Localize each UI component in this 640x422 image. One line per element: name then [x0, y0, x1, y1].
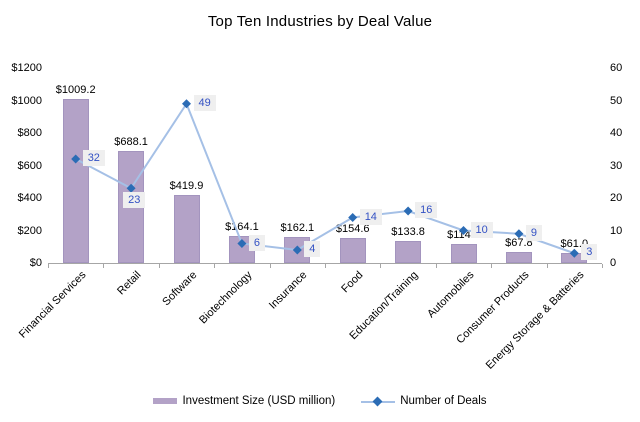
x-axis-tick [325, 264, 326, 268]
x-axis-tick [380, 264, 382, 268]
y-axis-tick-label-left: $600 [17, 159, 42, 172]
deals-marker-diamond-icon [514, 229, 524, 239]
legend-label-number-of-deals: Number of Deals [400, 395, 487, 407]
bar [505, 251, 532, 263]
x-axis-tick [602, 264, 603, 268]
y-axis-tick-label-right: 50 [610, 94, 623, 107]
bar-value-label: $688.1 [114, 136, 148, 149]
deals-value-label: 9 [525, 224, 543, 241]
deals-marker-diamond-icon [292, 245, 302, 255]
line-series-swatch [361, 396, 396, 406]
bar-value-label: $162.1 [280, 221, 315, 234]
bar-value-label: $133.8 [391, 226, 425, 239]
y-axis-tick-label-left: $200 [17, 224, 42, 237]
bar [395, 241, 422, 263]
y-axis-tick-label-right: 20 [610, 192, 623, 204]
y-axis-tick-label-left: $800 [17, 127, 42, 139]
x-axis-tick [158, 264, 160, 268]
x-axis-tick [435, 264, 437, 268]
deals-marker-diamond-icon [403, 206, 413, 216]
deals-value-label: 14 [359, 208, 382, 225]
y-axis-tick-label-right: 10 [610, 224, 623, 237]
deals-marker-diamond-icon [459, 226, 468, 235]
deals-value-label: 4 [304, 241, 321, 257]
x-axis-tick [48, 264, 49, 268]
y-axis-tick-label-right: 30 [610, 159, 623, 172]
deals-marker-diamond-icon [348, 213, 358, 222]
bar-value-label: $419.9 [169, 179, 204, 192]
deals-marker-diamond-icon [182, 99, 191, 109]
legend-label-investment-size: Investment Size (USD million) [182, 395, 336, 407]
deals-marker-diamond-icon [71, 154, 81, 164]
x-axis-line [48, 263, 602, 264]
x-axis-tick [214, 264, 216, 268]
bar [339, 237, 366, 263]
deals-value-label: 10 [470, 221, 493, 238]
x-axis-tick [491, 264, 493, 268]
bar [173, 194, 200, 263]
legend-item-investment-size: Investment Size (USD million) [153, 395, 335, 407]
x-axis-tick [103, 264, 105, 268]
chart-legend: Investment Size (USD million) Number of … [0, 395, 640, 407]
deals-value-label: 6 [248, 234, 266, 251]
x-axis-tick [546, 264, 548, 268]
bar-value-label: $61.0 [560, 238, 589, 251]
deals-value-label: 3 [581, 244, 598, 261]
deals-marker-diamond-icon [237, 239, 247, 248]
x-axis-tick [269, 264, 271, 268]
deals-marker-diamond-icon [126, 183, 136, 193]
bar [62, 99, 89, 263]
chart-title: Top Ten Industries by Deal Value [207, 13, 433, 30]
y-axis-tick-label-left: $1200 [11, 62, 42, 74]
y-axis-tick-label-left: $0 [29, 257, 42, 269]
legend-item-number-of-deals: Number of Deals [361, 395, 487, 407]
bar-series-swatch [153, 398, 178, 404]
y-axis-tick-label-right: 60 [610, 62, 623, 74]
deals-value-label: 23 [123, 192, 146, 209]
deals-value-label: 49 [193, 94, 216, 111]
deals-marker-diamond-icon [569, 248, 579, 258]
deals-value-label: 16 [415, 202, 438, 218]
deals-line [75, 101, 575, 255]
y-axis-tick-label-right: 40 [610, 127, 623, 139]
bar-value-label: $67.8 [505, 236, 533, 249]
deals-value-label: 32 [82, 150, 105, 166]
bar-value-label: $1009.2 [55, 84, 96, 96]
y-axis-tick-label-left: $1000 [11, 94, 42, 107]
bar [450, 244, 477, 263]
y-axis-tick-label-right: 0 [610, 257, 617, 269]
y-axis-tick-label-left: $400 [17, 192, 42, 204]
bar-value-label: $154.6 [335, 222, 370, 235]
